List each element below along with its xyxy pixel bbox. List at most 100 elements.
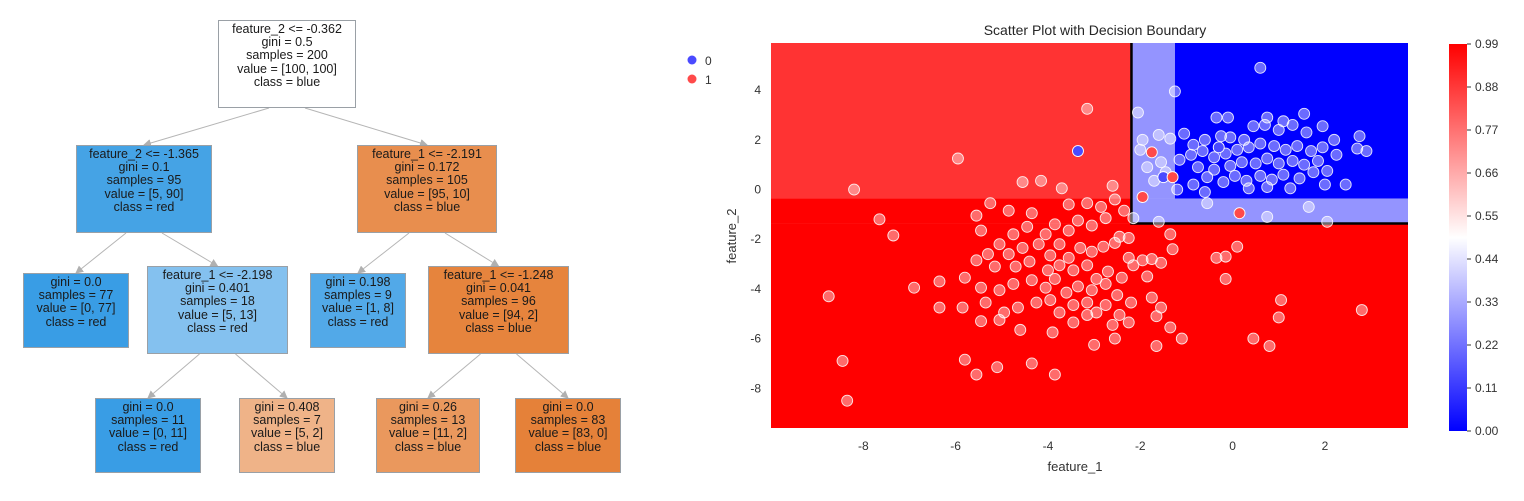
y-tick-label: 4 — [754, 83, 761, 97]
scatter-point — [1303, 201, 1314, 212]
scatter-point — [1218, 177, 1229, 188]
tree-node-line: value = [1, 8] — [311, 302, 405, 315]
tree-node-line: value = [0, 77] — [24, 302, 128, 315]
scatter-point — [1040, 229, 1051, 240]
colorbar-tick-label: 0.55 — [1475, 209, 1499, 223]
scatter-point — [1340, 179, 1351, 190]
tree-node-line: samples = 95 — [77, 174, 211, 187]
scatter-point — [1114, 309, 1125, 320]
scatter-point — [1220, 273, 1231, 284]
scatter-point — [1151, 311, 1162, 322]
scatter-point — [1142, 271, 1153, 282]
scatter-point — [1003, 249, 1014, 260]
scatter-point — [1096, 201, 1107, 212]
tree-node: gini = 0.26 samples = 13 value = [11, 2] cl… — [376, 398, 480, 473]
colorbar — [1449, 44, 1467, 431]
scatter-point — [1308, 167, 1319, 178]
y-tick-label: -6 — [750, 332, 761, 346]
scatter-point — [1107, 319, 1118, 330]
scatter-point — [1202, 198, 1213, 209]
tree-node-line: value = [83, 0] — [516, 427, 620, 440]
colorbar-tick-label: 0.22 — [1475, 338, 1499, 352]
scatter-point — [971, 369, 982, 380]
scatter-point — [1054, 239, 1065, 250]
scatter-point — [1243, 142, 1254, 153]
scatter-point — [1167, 244, 1178, 255]
scatter-point — [1056, 183, 1067, 194]
scatter-point — [1135, 144, 1146, 155]
y-tick-label: -4 — [750, 282, 761, 296]
scatter-point — [1026, 358, 1037, 369]
chart-title: Scatter Plot with Decision Boundary — [984, 22, 1207, 38]
tree-node-line: class = blue — [240, 441, 334, 454]
colorbar-tick-label: 0.44 — [1475, 252, 1499, 266]
scatter-point — [1211, 112, 1222, 123]
scatter-point — [842, 395, 853, 406]
scatter-point — [1188, 179, 1199, 190]
scatter-point — [1100, 213, 1111, 224]
scatter-point — [1072, 281, 1083, 292]
scatter-point — [1356, 305, 1367, 316]
scatter-point — [1075, 242, 1086, 253]
scatter-point — [1197, 146, 1208, 157]
scatter-point — [1123, 317, 1134, 328]
scatter-point — [1054, 260, 1065, 271]
scatter-point — [1243, 183, 1254, 194]
scatter-point — [1259, 119, 1270, 130]
scatter-point — [1232, 144, 1243, 155]
scatter-panel: Scatter Plot with Decision Boundary feat… — [660, 0, 1524, 501]
scatter-point — [1262, 182, 1273, 193]
scatter-point — [1008, 229, 1019, 240]
scatter-point — [1026, 275, 1037, 286]
scatter-point — [1024, 256, 1035, 267]
scatter-point — [1299, 108, 1310, 119]
scatter-point — [1098, 241, 1109, 252]
scatter-point — [1250, 158, 1261, 169]
y-axis-label: feature_2 — [724, 209, 739, 264]
scatter-point-class-0 — [1213, 142, 1224, 153]
scatter-point — [1273, 312, 1284, 323]
tree-node-line: class = red — [77, 201, 211, 214]
scatter-point — [1022, 221, 1033, 232]
tree-node-line: samples = 18 — [148, 295, 287, 308]
scatter-point — [1026, 208, 1037, 219]
scatter-point — [1176, 333, 1187, 344]
scatter-point — [1294, 173, 1305, 184]
scatter-point — [1151, 341, 1162, 352]
scatter-point — [1156, 257, 1167, 268]
scatter-point — [1086, 220, 1097, 231]
scatter-point — [1109, 333, 1120, 344]
scatter-point — [1165, 133, 1176, 144]
scatter-point — [1229, 170, 1240, 181]
tree-node-line: value = [100, 100] — [219, 63, 355, 76]
colorbar-tick-label: 0.00 — [1475, 424, 1499, 438]
scatter-point — [1082, 103, 1093, 114]
scatter-point — [1329, 134, 1340, 145]
scatter-point — [1169, 86, 1180, 97]
scatter-point — [1109, 194, 1120, 205]
x-tick-label: 0 — [1229, 439, 1236, 453]
scatter-point — [1278, 169, 1289, 180]
tree-node-line: samples = 96 — [429, 295, 568, 308]
tree-node-line: class = red — [96, 441, 200, 454]
scatter-point — [1045, 250, 1056, 261]
scatter-point — [1137, 134, 1148, 145]
scatter-point — [1225, 132, 1236, 143]
scatter-point — [1202, 172, 1213, 183]
scatter-point — [1287, 119, 1298, 130]
scatter-point — [1082, 297, 1093, 308]
scatter-point — [1123, 232, 1134, 243]
tree-edge — [148, 354, 200, 398]
scatter-point — [1153, 129, 1164, 140]
scatter-point — [1010, 261, 1021, 272]
scatter-chart: Scatter Plot with Decision Boundary feat… — [660, 0, 1524, 501]
tree-node-line: value = [5, 90] — [77, 188, 211, 201]
scatter-point — [1262, 153, 1273, 164]
scatter-point — [1049, 369, 1060, 380]
scatter-point — [1285, 183, 1296, 194]
colorbar-tick-label: 0.77 — [1475, 123, 1499, 137]
scatter-point — [1102, 266, 1113, 277]
decision-tree-panel: feature_2 <= -0.362 gini = 0.5 samples = 2… — [0, 0, 660, 501]
y-tick-label: 0 — [754, 183, 761, 197]
scatter-point — [1109, 237, 1120, 248]
